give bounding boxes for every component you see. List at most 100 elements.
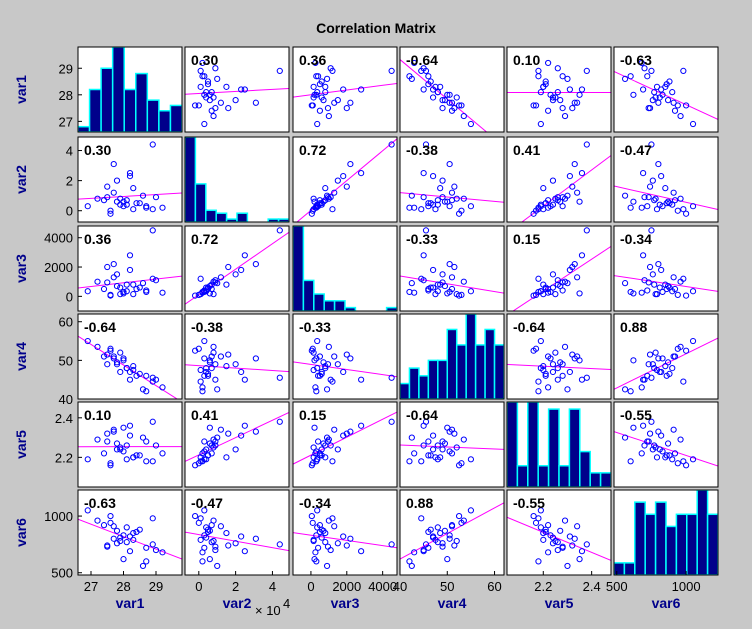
histogram-bar xyxy=(614,563,624,575)
correlation-label: -0.64 xyxy=(406,407,438,423)
correlation-label: 0.30 xyxy=(191,52,218,68)
x-tick-label: 0 xyxy=(307,579,314,594)
histogram-bar xyxy=(538,466,548,487)
correlation-label: -0.63 xyxy=(84,495,116,511)
y-axis-label: var4 xyxy=(13,342,29,371)
y-axis-label: var6 xyxy=(13,518,29,547)
histogram-bar xyxy=(409,368,418,399)
panel-var3-var3 xyxy=(293,226,397,311)
histogram-bar xyxy=(528,402,538,487)
histogram-bar xyxy=(624,563,634,575)
correlation-label: 0.10 xyxy=(513,52,540,68)
x-tick-label: 28 xyxy=(116,579,130,594)
y-tick-label: 1000 xyxy=(44,509,73,524)
x-tick-label: 2 xyxy=(232,579,239,594)
histogram-bar xyxy=(438,360,447,399)
histogram-bar xyxy=(101,68,113,132)
histogram-bar xyxy=(170,105,182,132)
histogram-bar xyxy=(345,308,355,311)
histogram-bar xyxy=(206,210,216,222)
histogram-bar xyxy=(324,301,334,311)
x-tick-label: 29 xyxy=(149,579,163,594)
y-tick-label: 2000 xyxy=(44,260,73,275)
correlation-label: -0.38 xyxy=(406,142,438,158)
correlation-label: 0.36 xyxy=(84,231,111,247)
histogram-bar xyxy=(387,308,397,311)
histogram-bar xyxy=(507,402,517,487)
correlation-label: 0.36 xyxy=(299,52,326,68)
histogram-bar xyxy=(78,127,90,132)
panel-var6-var4: 0.88 xyxy=(400,490,504,575)
panel-var1-var6: -0.63 xyxy=(614,47,718,132)
panel-var6-var3: -0.34 xyxy=(293,490,397,575)
histogram-bar xyxy=(90,90,102,133)
x-tick-label: 50 xyxy=(440,579,454,594)
y-tick-label: 500 xyxy=(51,566,73,581)
panel-var5-var4: -0.64 xyxy=(400,402,504,487)
histogram-bar xyxy=(656,502,666,575)
correlation-label: 0.30 xyxy=(84,142,111,158)
y-tick-label: 2.4 xyxy=(55,411,73,426)
histogram-bar xyxy=(645,514,655,575)
correlation-label: -0.55 xyxy=(513,495,545,511)
histogram-bar xyxy=(159,111,171,132)
histogram-bar xyxy=(466,314,475,399)
y-tick-label: 60 xyxy=(59,315,73,330)
y-tick-label: 27 xyxy=(59,114,73,129)
histogram-bar xyxy=(124,90,136,133)
panel-var5-var2: 0.41 xyxy=(185,402,289,487)
correlation-label: -0.47 xyxy=(620,142,652,158)
histogram-bar xyxy=(517,466,527,487)
histogram-bar xyxy=(447,329,456,399)
correlation-label: -0.34 xyxy=(620,231,652,247)
correlation-label: 0.88 xyxy=(620,319,647,335)
panel-var3-var4: -0.33 xyxy=(400,226,504,311)
x-axis-label: var3 xyxy=(331,595,360,611)
histogram-bar xyxy=(237,213,247,222)
histogram-bar xyxy=(195,184,205,222)
histogram-bar xyxy=(549,409,559,487)
x-axis-label: var1 xyxy=(116,595,145,611)
y-tick-label: 2 xyxy=(66,174,73,189)
histogram-bar xyxy=(666,526,676,575)
histogram-bar xyxy=(601,473,611,487)
x-tick-label: 500 xyxy=(606,579,628,594)
panel-var4-var2: -0.38 xyxy=(185,314,289,399)
histogram-bar xyxy=(676,514,686,575)
correlation-label: -0.64 xyxy=(513,319,545,335)
histogram-bar xyxy=(216,213,226,222)
correlation-label: -0.33 xyxy=(299,319,331,335)
histogram-bar xyxy=(293,226,303,311)
panel-var5-var3: 0.15 xyxy=(293,402,397,487)
x-axis-label: var5 xyxy=(545,595,574,611)
correlation-label: -0.63 xyxy=(620,52,652,68)
histogram-bar xyxy=(113,47,125,132)
correlation-label: 0.15 xyxy=(513,231,540,247)
correlation-label: 0.41 xyxy=(513,142,540,158)
panel-var1-var3: 0.36 xyxy=(293,47,397,132)
histogram-bar xyxy=(495,345,504,399)
x-tick-label: 2.4 xyxy=(583,579,601,594)
panel-var5-var6: -0.55 xyxy=(614,402,718,487)
panel-var2-var4: -0.38 xyxy=(400,137,504,222)
correlation-label: -0.38 xyxy=(191,319,223,335)
correlation-label: 0.88 xyxy=(406,495,433,511)
y-tick-label: 40 xyxy=(59,392,73,407)
y-axis-label: var5 xyxy=(13,430,29,459)
correlation-label: 0.15 xyxy=(299,407,326,423)
panel-var1-var1 xyxy=(78,47,182,132)
y-axis-label: var3 xyxy=(13,254,29,283)
x-tick-label: 0 xyxy=(195,579,202,594)
x-exponent-label: × 10 xyxy=(255,603,281,618)
panel-var6-var6 xyxy=(614,490,718,575)
histogram-bar xyxy=(635,502,645,575)
x-exponent-power: 4 xyxy=(283,596,290,611)
panel-var2-var2 xyxy=(185,137,289,222)
y-axis-label: var1 xyxy=(13,75,29,104)
histogram-bar xyxy=(708,514,718,575)
histogram-bar xyxy=(569,409,579,487)
correlation-label: 0.41 xyxy=(191,407,218,423)
panel-var4-var3: -0.33 xyxy=(293,314,397,399)
